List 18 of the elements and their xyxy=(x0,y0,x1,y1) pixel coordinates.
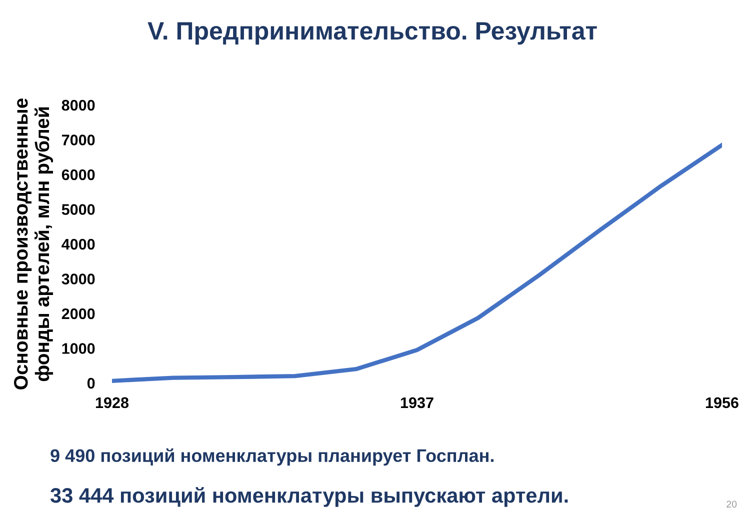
y-tick-label: 4000 xyxy=(62,238,95,250)
text: 20 xyxy=(726,500,737,508)
y-tick-label: 7000 xyxy=(62,134,95,146)
y-tick-label: 6000 xyxy=(62,169,95,180)
y-tick-label: 1000 xyxy=(62,343,95,354)
chart-title: V. Предпринимательство. Результат xyxy=(148,22,597,45)
y-tick-label: 2000 xyxy=(62,308,95,320)
x-tick-label: 1928 xyxy=(96,397,129,408)
x-tick-label: 1937 xyxy=(400,397,434,408)
y-tick-label: 8000 xyxy=(62,100,95,111)
text: 9 490 позиций номенклатуры планирует Госплан. xyxy=(50,448,494,466)
y-tick-label: 0 xyxy=(87,378,95,389)
y-axis-title: Основные производственные фонды артелей, млн рублей xyxy=(14,98,54,390)
x-tick-label: 1956 xyxy=(706,397,738,408)
text: 33 444 позиций номенклатуры выпускают артели. xyxy=(50,487,568,507)
y-tick-label: 3000 xyxy=(62,274,95,284)
y-tick-label: 5000 xyxy=(62,204,95,215)
line-series xyxy=(112,142,722,383)
